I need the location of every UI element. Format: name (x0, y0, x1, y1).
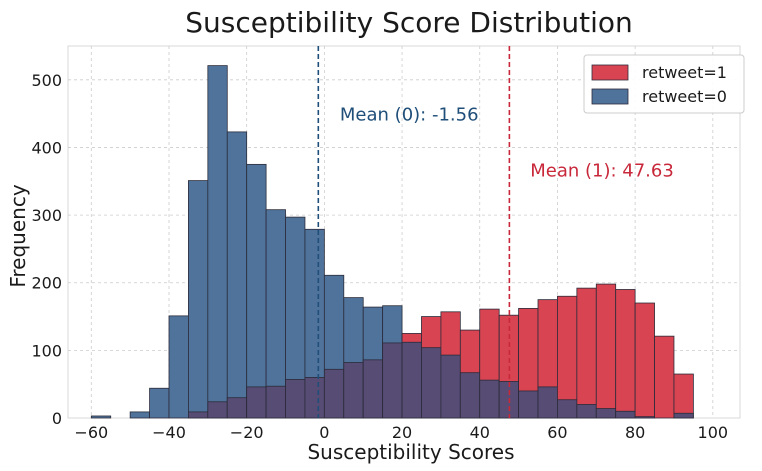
bar-retweet-1 (634, 302, 655, 419)
bar-overlap (188, 411, 209, 419)
legend-label-1: retweet=0 (642, 87, 727, 106)
bar-retweet-0 (246, 163, 267, 419)
bar-overlap (595, 408, 617, 419)
bar-overlap (323, 368, 345, 419)
bar-overlap (440, 354, 461, 419)
y-tick-label: 0 (52, 409, 62, 428)
mean-lines: Mean (0): -1.56 Mean (1): 47.63 (317, 46, 674, 418)
bar-retweet-0 (188, 180, 209, 419)
legend-swatch-0 (591, 64, 629, 81)
bar-retweet-1 (673, 373, 694, 419)
y-tick-label: 100 (31, 341, 62, 360)
bar-overlap (382, 342, 403, 419)
bar-overlap (265, 385, 286, 419)
bar-overlap (285, 379, 306, 419)
x-tick-label: 100 (698, 423, 729, 442)
bar-overlap (226, 397, 248, 419)
legend-label-0: retweet=1 (642, 63, 727, 82)
mean-annotation-0: Mean (0): -1.56 (340, 104, 479, 125)
bar-overlap (479, 379, 500, 419)
bar-overlap (537, 386, 558, 419)
x-tick-label: 80 (625, 423, 645, 442)
bar-overlap (401, 341, 422, 419)
x-tick-label: −60 (74, 423, 108, 442)
y-tick-label: 300 (31, 206, 62, 225)
bar-overlap (615, 410, 636, 419)
bar-retweet-1 (615, 289, 636, 419)
bar-overlap (362, 359, 384, 419)
bar-overlap (421, 347, 442, 419)
bar-overlap (673, 412, 694, 419)
bar-overlap (576, 404, 597, 419)
bar-retweet-0 (168, 315, 189, 419)
y-axis-label: Frequency (6, 184, 30, 287)
bar-overlap (518, 390, 539, 419)
bar-overlap (634, 416, 655, 419)
chart-title: Susceptibility Score Distribution (185, 6, 633, 39)
x-tick-label: −20 (230, 423, 264, 442)
bar-retweet-1 (576, 287, 597, 419)
legend-swatch-1 (591, 88, 629, 105)
bar-retweet-1 (654, 335, 675, 419)
bar-overlap (557, 399, 578, 419)
x-tick-label: 20 (392, 423, 412, 442)
legend: retweet=1 retweet=0 (583, 54, 745, 114)
x-tick-label: 40 (470, 423, 490, 442)
bar-retweet-0 (90, 415, 112, 419)
bar-retweet-0 (149, 387, 170, 419)
axes: 0 100 200 300 400 500 −60 −40 −20 0 20 40 60 80 100 (31, 71, 728, 442)
mean-annotation-1: Mean (1): 47.63 (530, 161, 674, 182)
bar-retweet-1 (595, 283, 617, 419)
x-axis-label: Susceptibility Scores (307, 440, 514, 464)
bar-retweet-0 (207, 65, 228, 419)
x-tick-label: 60 (547, 423, 567, 442)
bar-overlap (459, 372, 481, 419)
bar-overlap (343, 362, 364, 419)
y-tick-label: 500 (31, 71, 62, 90)
bar-overlap (207, 401, 228, 419)
bars (90, 65, 694, 419)
bar-overlap (304, 377, 325, 419)
bar-retweet-0 (129, 411, 150, 419)
x-tick-label: −40 (152, 423, 186, 442)
y-tick-label: 200 (31, 274, 62, 293)
bar-retweet-0 (226, 131, 248, 419)
y-tick-label: 400 (31, 138, 62, 157)
x-tick-label: 0 (319, 423, 329, 442)
bar-overlap (246, 386, 267, 419)
